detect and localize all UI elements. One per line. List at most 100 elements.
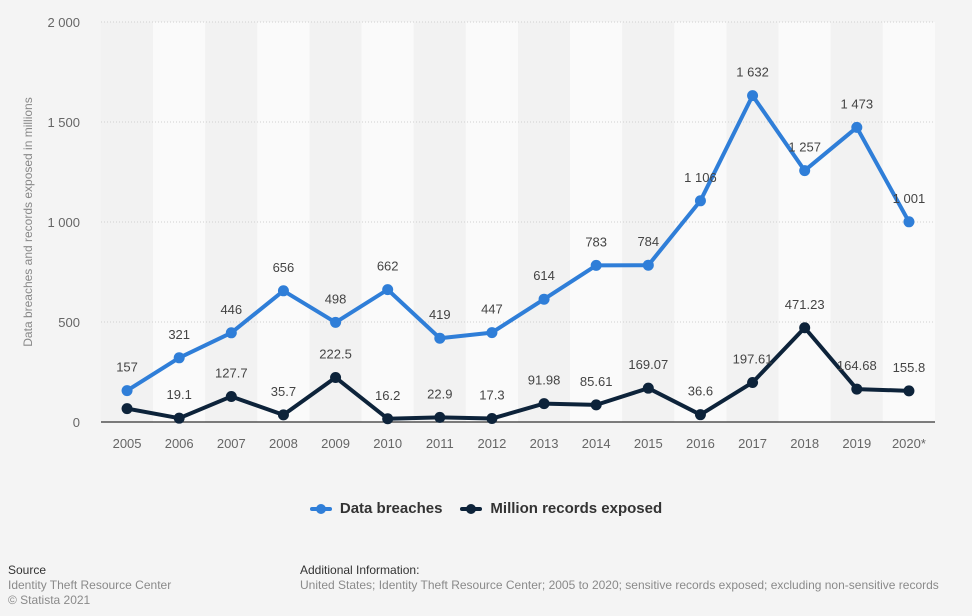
data-point <box>799 165 811 177</box>
data-point <box>903 216 915 228</box>
line-chart: 0 500 1 000 1 500 2 000 Data breaches and re… <box>21 15 935 451</box>
data-point <box>694 409 706 421</box>
additional-info-text: United States; Identity Theft Resource C… <box>300 578 939 592</box>
x-tick-label: 2010 <box>373 436 402 451</box>
series-line-data-breaches <box>125 93 911 393</box>
data-point <box>851 383 863 395</box>
additional-info-block: Additional Information: United States; I… <box>300 563 939 593</box>
data-label: 17.3 <box>479 388 504 403</box>
source-block: Source Identity Theft Resource Center © … <box>8 563 171 608</box>
x-tick-label: 2011 <box>426 436 454 451</box>
column-band <box>778 22 831 422</box>
column-band <box>101 22 154 422</box>
copyright: © Statista 2021 <box>8 593 91 607</box>
column-band <box>361 22 414 422</box>
data-point <box>434 411 446 423</box>
x-tick-label: 2017 <box>738 436 767 451</box>
data-label: 19.1 <box>167 387 192 402</box>
x-tick-label: 2006 <box>165 436 194 451</box>
x-tick-label: 2020* <box>892 436 926 451</box>
y-tick-label: 1 000 <box>47 215 80 230</box>
data-label: 1 473 <box>841 96 874 111</box>
data-point <box>225 327 237 339</box>
series-group <box>121 90 915 425</box>
data-point <box>382 413 394 425</box>
data-label: 498 <box>325 291 347 306</box>
x-axis-ticks: 2005 2006 2007 2008 2009 2010 2011 2012 2013 2014… <box>113 436 926 451</box>
legend-label: Million records exposed <box>490 500 663 517</box>
x-tick-label: 2015 <box>634 436 663 451</box>
legend: Data breaches Million records exposed <box>0 500 972 517</box>
data-point <box>903 385 915 397</box>
data-label: 91.98 <box>528 373 561 388</box>
legend-item-data-breaches[interactable]: Data breaches <box>309 500 443 517</box>
x-tick-label: 2014 <box>582 436 611 451</box>
data-label: 155.8 <box>893 360 926 375</box>
data-label: 164.68 <box>837 358 877 373</box>
data-point <box>694 195 706 207</box>
data-label: 35.7 <box>271 384 296 399</box>
data-point <box>590 399 602 411</box>
data-label: 1 632 <box>736 65 769 80</box>
column-band <box>518 22 571 422</box>
data-point <box>538 398 550 410</box>
x-tick-label: 2016 <box>686 436 715 451</box>
data-label: 16.2 <box>375 388 400 403</box>
y-axis-label: Data breaches and records exposed in mil… <box>21 97 35 346</box>
data-point <box>486 413 498 425</box>
data-point <box>642 382 654 394</box>
data-point <box>330 316 342 328</box>
data-label: 1 001 <box>893 191 926 206</box>
data-point <box>330 372 342 383</box>
data-point <box>486 327 498 339</box>
data-label: 197.61 <box>733 351 773 366</box>
legend-line-marker-icon <box>460 503 483 514</box>
x-tick-label: 2019 <box>842 436 871 451</box>
data-point <box>277 409 289 421</box>
column-band <box>257 22 310 422</box>
data-label: 662 <box>377 259 399 274</box>
data-label: 784 <box>637 234 659 249</box>
data-point <box>642 259 654 271</box>
data-label: 783 <box>585 234 607 249</box>
data-point <box>121 403 133 415</box>
data-point <box>277 285 289 297</box>
data-label: 127.7 <box>215 365 248 380</box>
y-tick-label: 500 <box>58 315 80 330</box>
data-point <box>225 390 237 402</box>
data-label: 447 <box>481 302 503 317</box>
data-label: 446 <box>220 302 242 317</box>
gridlines <box>101 21 935 323</box>
data-label: 169.07 <box>628 357 668 372</box>
legend-label: Data breaches <box>339 500 443 517</box>
data-point <box>173 412 185 424</box>
data-label: 22.9 <box>427 386 452 401</box>
additional-info-heading: Additional Information: <box>300 563 420 577</box>
data-label: 614 <box>533 268 555 283</box>
data-label: 36.6 <box>688 384 713 399</box>
x-tick-label: 2013 <box>530 436 559 451</box>
data-label: 471.23 <box>785 297 825 312</box>
data-point <box>590 259 602 271</box>
x-tick-label: 2009 <box>321 436 350 451</box>
data-point <box>799 322 811 334</box>
data-label: 157 <box>116 360 138 375</box>
series-line-records-exposed <box>125 325 911 421</box>
data-label: 85.61 <box>580 374 613 389</box>
x-tick-label: 2007 <box>217 436 246 451</box>
source-name[interactable]: Identity Theft Resource Center <box>8 578 172 592</box>
data-label: 419 <box>429 307 451 322</box>
legend-item-million-records-exposed[interactable]: Million records exposed <box>460 500 662 517</box>
data-point <box>538 293 550 305</box>
y-tick-label: 1 500 <box>47 115 80 130</box>
column-band <box>205 22 258 422</box>
data-label: 222.5 <box>319 347 352 362</box>
y-tick-label: 2 000 <box>47 15 80 30</box>
data-point <box>121 385 133 397</box>
x-tick-label: 2018 <box>790 436 819 451</box>
data-point <box>173 352 185 364</box>
data-point <box>747 376 759 388</box>
x-tick-label: 2008 <box>269 436 298 451</box>
column-bands <box>101 22 935 422</box>
data-label: 321 <box>168 327 190 342</box>
